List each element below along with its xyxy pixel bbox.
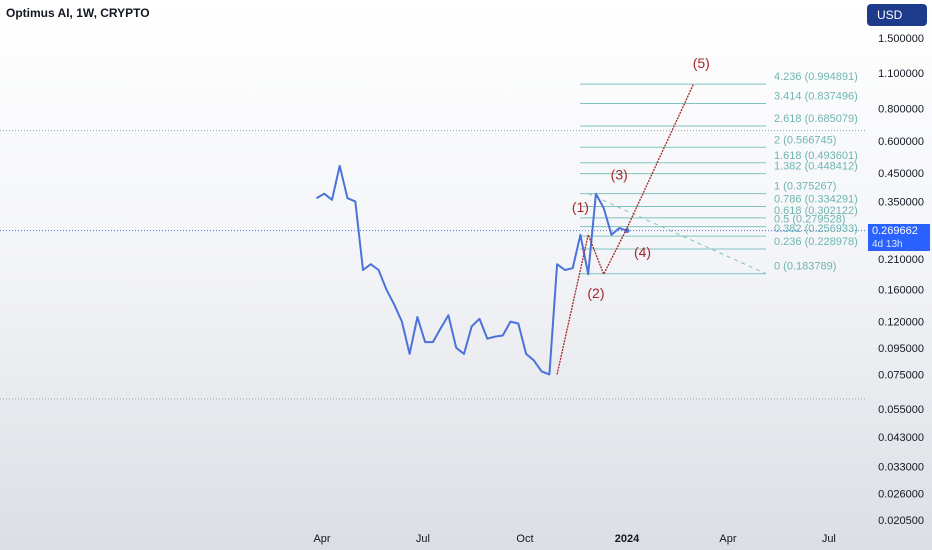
fib-level-label-2: 2.618 (0.685079) (774, 113, 858, 125)
current-price-value: 0.269662 (872, 225, 918, 237)
y-tick-label-2: 0.800000 (878, 104, 924, 116)
y-tick-label-5: 0.350000 (878, 196, 924, 208)
x-tick-label-1: Jul (416, 533, 430, 545)
y-tick-label-14: 0.026000 (878, 488, 924, 500)
fib-level-label-3: 2 (0.566745) (774, 134, 836, 146)
fib-level-label-11: 0.236 (0.228978) (774, 236, 858, 248)
chart-title: Optimus AI, 1W, CRYPTO (6, 6, 150, 20)
fib-level-label-5: 1.382 (0.448412) (774, 161, 858, 173)
wave-label-3: (3) (611, 167, 628, 183)
y-tick-label-13: 0.033000 (878, 462, 924, 474)
y-tick-label-4: 0.450000 (878, 168, 924, 180)
wave-label-1: (1) (572, 199, 589, 215)
fib-level-label-8: 0.618 (0.302122) (774, 205, 858, 217)
wave-label-5: (5) (693, 55, 710, 71)
elliott-wave-path (556, 83, 695, 375)
x-tick-label-5: Jul (822, 533, 836, 545)
x-tick-label-3: 2024 (615, 533, 640, 545)
y-tick-label-11: 0.055000 (878, 404, 924, 416)
fib-level-label-4: 1.618 (0.493601) (774, 150, 858, 162)
fib-level-label-10: 0.382 (0.256933) (774, 223, 858, 235)
wave-label-2: (2) (587, 285, 604, 301)
fib-level-label-7: 0.786 (0.334291) (774, 194, 858, 206)
y-tick-label-10: 0.075000 (878, 369, 924, 381)
wave-label-4: (4) (634, 244, 651, 260)
fib-level-label-1: 3.414 (0.837496) (774, 90, 858, 102)
fib-level-label-6: 1 (0.375267) (774, 181, 836, 193)
y-tick-label-9: 0.095000 (878, 343, 924, 355)
currency-button[interactable]: USD (867, 4, 927, 26)
y-tick-label-12: 0.043000 (878, 432, 924, 444)
fib-level-label-9: 0.5 (0.279528) (774, 214, 846, 226)
current-price-label: 0.269662 4d 13h (868, 224, 930, 251)
fib-trend-line (587, 193, 767, 275)
y-tick-label-0: 1.500000 (878, 33, 924, 45)
y-tick-label-15: 0.020500 (878, 515, 924, 527)
x-tick-label-0: Apr (313, 533, 330, 545)
y-tick-label-6: 0.210000 (878, 254, 924, 266)
y-tick-label-1: 1.100000 (878, 68, 924, 80)
y-tick-label-7: 0.160000 (878, 284, 924, 296)
x-tick-label-2: Oct (516, 533, 533, 545)
y-tick-label-8: 0.120000 (878, 317, 924, 329)
fib-level-label-0: 4.236 (0.994891) (774, 71, 858, 83)
x-tick-label-4: Apr (719, 533, 736, 545)
price-series-line (315, 164, 628, 376)
bar-countdown: 4d 13h (872, 239, 903, 250)
fib-level-label-12: 0 (0.183789) (774, 261, 836, 273)
y-tick-label-3: 0.600000 (878, 136, 924, 148)
